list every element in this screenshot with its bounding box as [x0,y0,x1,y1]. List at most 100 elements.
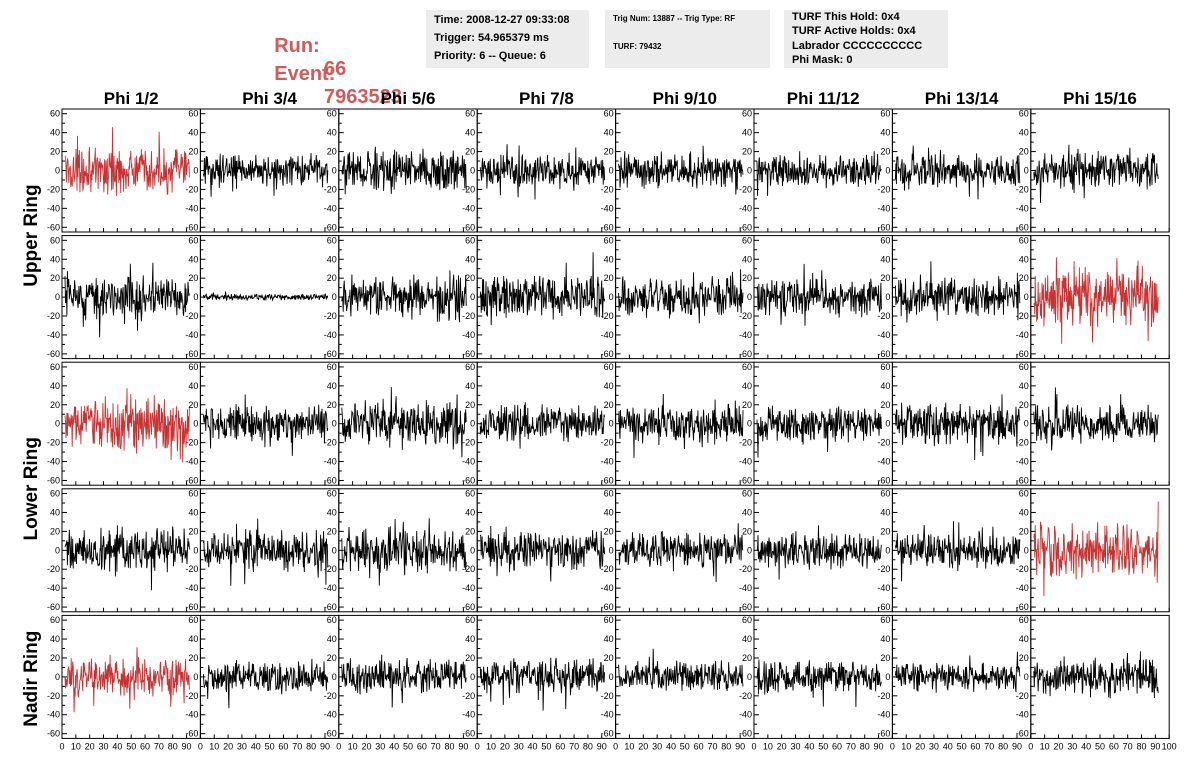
y-tick-label: 20 [604,653,614,663]
time-info-box: Time: 2008-12-27 09:33:08 Trigger: 54.96… [426,10,589,68]
y-tick-label: -20 [462,311,475,321]
y-tick-label: 0 [55,545,60,555]
y-tick-label: 0 [885,419,890,429]
y-tick-label: -40 [47,330,60,340]
y-tick-label: -40 [324,710,337,720]
y-tick-label: 0 [885,672,890,682]
y-tick-label: 0 [747,672,752,682]
y-tick-label: 20 [465,273,475,283]
y-tick-label: -20 [185,311,198,321]
y-tick-label: -20 [324,438,337,448]
y-tick-label: 0 [1024,672,1029,682]
y-tick-label: -20 [47,438,60,448]
y-tick-label: -20 [877,311,890,321]
y-tick-label: 20 [742,147,752,157]
y-tick-label: 40 [465,634,475,644]
y-tick-label: 20 [880,147,890,157]
y-tick-label: -20 [601,311,614,321]
y-tick-label: 0 [55,419,60,429]
event-label: Event: 7963523 [252,40,402,132]
trig-info-box: Trig Num: 13887 -- Trig Type: RF TURF: 7… [605,10,770,68]
y-tick-label: -40 [877,710,890,720]
y-tick-label: -40 [185,583,198,593]
y-tick-label: -60 [324,222,337,232]
x-tick-label: 70 [431,741,441,751]
y-tick-label: -40 [601,203,614,213]
y-tick-label: 0 [193,672,198,682]
y-tick-label: 60 [742,362,752,372]
y-tick-label: 20 [50,526,60,536]
x-tick-label: 10 [1040,741,1050,751]
x-tick-label: 0 [1028,741,1033,751]
y-tick-label: 60 [188,235,198,245]
waveform-trace [894,261,1021,323]
y-tick-label: -20 [1016,691,1029,701]
x-tick-label: 60 [140,741,150,751]
y-tick-label: -20 [1016,438,1029,448]
y-tick-label: 60 [465,615,475,625]
y-tick-label: 20 [465,653,475,663]
x-tick-label: 80 [306,741,316,751]
y-tick-label: 0 [1024,292,1029,302]
y-tick-label: 60 [1019,109,1029,119]
y-tick-label: 0 [1024,419,1029,429]
y-tick-label: -20 [601,564,614,574]
y-tick-label: -20 [1016,564,1029,574]
y-tick-label: -40 [324,203,337,213]
waveform-trace [479,144,606,200]
y-tick-label: 20 [50,147,60,157]
y-tick-label: 60 [327,615,337,625]
x-tick-label: 0 [59,741,64,751]
x-tick-label: 50 [818,741,828,751]
y-tick-label: -40 [601,457,614,467]
x-tick-label: 40 [112,741,122,751]
waveform-trace [756,525,882,580]
y-tick-label: 60 [465,362,475,372]
y-tick-label: 40 [742,381,752,391]
waveform-trace [894,394,1021,461]
y-tick-label: 20 [50,653,60,663]
y-tick-label: 40 [188,381,198,391]
y-tick-label: -60 [324,349,337,359]
y-tick-label: 20 [188,400,198,410]
waveform-trace [756,405,882,458]
y-tick-label: -20 [185,184,198,194]
y-tick-label: 40 [742,128,752,138]
y-tick-label: 20 [880,400,890,410]
y-tick-label: -60 [185,729,198,739]
y-tick-label: -60 [739,602,752,612]
waveform-trace [756,151,882,196]
y-tick-label: 40 [604,507,614,517]
y-tick-label: -40 [462,330,475,340]
x-tick-label: 90 [735,741,745,751]
y-tick-label: 20 [604,273,614,283]
trig-num-type-text: Trig Num: 13887 -- Trig Type: RF [613,14,736,23]
y-tick-label: 0 [193,292,198,302]
waveform-trace [1033,501,1159,597]
waveform-trace [479,252,606,326]
x-tick-label: 30 [375,741,385,751]
waveform-trace [618,145,744,195]
waveform-trace [894,521,1021,582]
y-tick-label: 20 [465,400,475,410]
y-tick-label: 20 [327,526,337,536]
y-tick-label: 20 [604,526,614,536]
y-tick-label: -60 [739,729,752,739]
x-tick-label: 70 [1123,741,1133,751]
y-tick-label: 60 [50,109,60,119]
x-tick-label: 50 [1095,741,1105,751]
waveform-trace [202,152,329,197]
y-tick-label: 60 [465,235,475,245]
y-tick-label: 20 [188,147,198,157]
y-tick-label: 0 [470,166,475,176]
x-tick-label: 40 [389,741,399,751]
x-tick-label: 80 [583,741,593,751]
y-tick-label: 0 [470,419,475,429]
x-tick-label: 60 [832,741,842,751]
y-tick-label: -20 [185,438,198,448]
y-tick-label: -60 [47,475,60,485]
y-tick-label: 20 [1019,526,1029,536]
run-value: 66 [324,58,347,80]
y-tick-label: -40 [185,203,198,213]
x-tick-label: 10 [486,741,496,751]
